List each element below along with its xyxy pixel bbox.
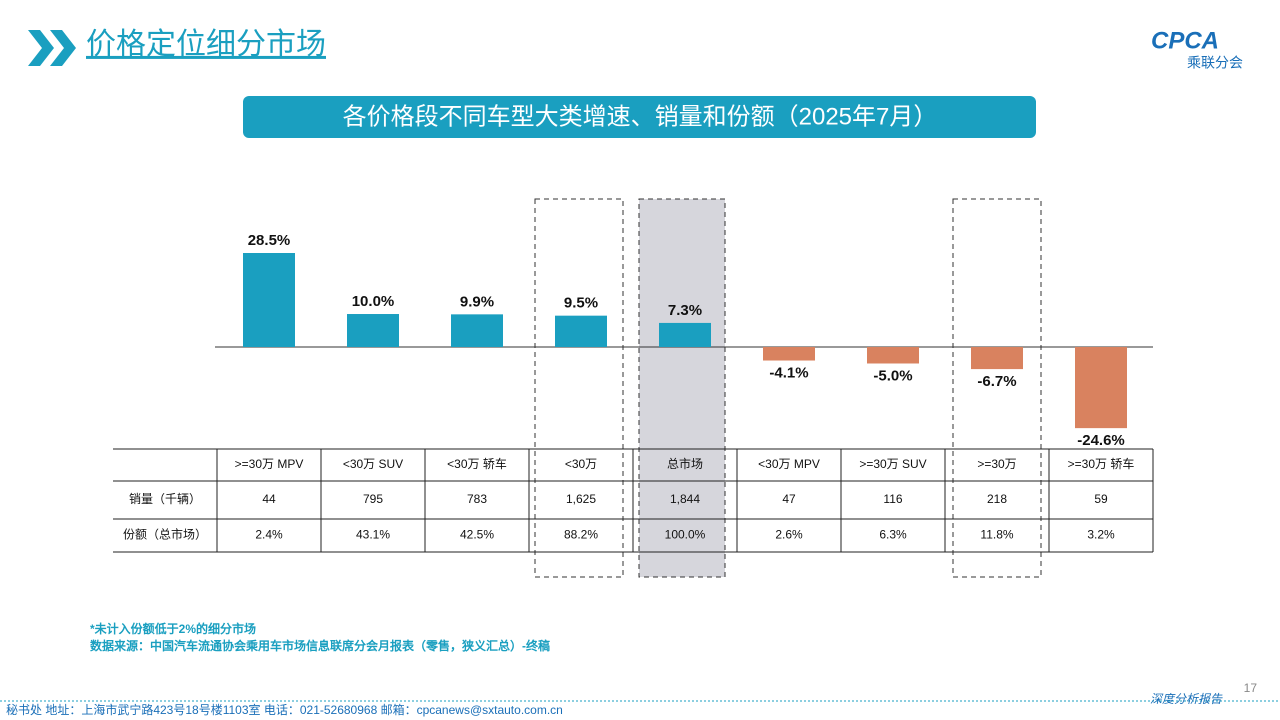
column-header: 总市场 — [667, 456, 703, 471]
highlight-box — [638, 198, 726, 578]
note: 数据来源：中国汽车流通协会乘用车市场信息联席分会月报表（零售，狭义汇总）-终稿 — [90, 638, 550, 653]
table-cell: 783 — [467, 492, 487, 506]
table-cell: 6.3% — [879, 528, 907, 542]
table-cell: 1,625 — [566, 492, 596, 506]
value-label: -24.6% — [1077, 432, 1125, 449]
table-cell: 47 — [782, 492, 796, 506]
column-header: <30万 轿车 — [447, 456, 507, 471]
value-label: 28.5% — [248, 232, 291, 249]
column-header: <30万 MPV — [758, 457, 820, 471]
value-label: 7.3% — [668, 302, 702, 319]
table-cell: 795 — [363, 492, 383, 506]
row-header: 销量（千辆） — [129, 492, 201, 506]
bar — [971, 347, 1023, 370]
table-cell: 42.5% — [460, 528, 494, 542]
table-cell: 43.1% — [356, 528, 390, 542]
note: *未计入份额低于2%的细分市场 — [90, 621, 256, 636]
column-header: <30万 — [565, 457, 597, 471]
column-header: >=30万 MPV — [235, 457, 304, 471]
bar — [867, 347, 919, 364]
bar — [243, 253, 295, 347]
value-label: 9.5% — [564, 295, 598, 312]
page-title: 价格定位细分市场 — [86, 28, 326, 61]
chart: 28.5% 10.0% 9.9% 9.5% 7.3% -4.1% -5.0% -6.7% -24… — [243, 232, 1127, 449]
table-cell: 100.0% — [665, 528, 706, 542]
row-header: 份额（总市场） — [123, 527, 207, 542]
table-cell: 2.4% — [255, 528, 283, 542]
value-label: 9.9% — [460, 293, 494, 310]
table-cell: 218 — [987, 492, 1007, 506]
bar — [763, 347, 815, 361]
table-cell: 59 — [1094, 492, 1108, 506]
column-header: >=30万 SUV — [859, 457, 926, 471]
logo: CPCA — [1151, 27, 1219, 54]
chart-title: 各价格段不同车型大类增速、销量和份额（2025年7月） — [343, 103, 938, 130]
table-cell: 88.2% — [564, 528, 598, 542]
value-label: 10.0% — [352, 293, 395, 310]
column-header: >=30万 — [977, 457, 1016, 471]
bar — [347, 314, 399, 347]
column-header: >=30万 轿车 — [1068, 456, 1135, 471]
page-number: 17 — [1244, 681, 1258, 695]
bar — [659, 322, 711, 347]
bar — [1075, 347, 1127, 429]
highlight-box — [534, 198, 624, 578]
logo-sub: 乘联分会 — [1187, 55, 1243, 71]
chevron — [50, 30, 76, 66]
value-label: -4.1% — [769, 364, 808, 381]
bar — [451, 314, 503, 347]
footer-report: 深度分析报告 — [1150, 692, 1223, 706]
highlight-box — [952, 198, 1042, 578]
value-label: -6.7% — [977, 373, 1016, 390]
footer-address: 秘书处 地址：上海市武宁路423号18号楼1103室 电话：021-526809… — [6, 702, 563, 717]
table-cell: 3.2% — [1087, 528, 1115, 542]
table-cell: 11.8% — [980, 528, 1013, 542]
banner — [243, 96, 1036, 138]
table-cell: 2.6% — [775, 528, 803, 542]
table: >=30万 MPV <30万 SUV <30万 轿车 <30万 总市场 <30万 MPV >… — [113, 448, 1154, 553]
table-cell: 1,844 — [670, 492, 700, 506]
table-cell: 116 — [883, 492, 902, 506]
table-cell: 44 — [262, 492, 276, 506]
chevron — [28, 30, 54, 66]
column-header: <30万 SUV — [343, 457, 403, 471]
bar — [555, 315, 607, 347]
value-label: -5.0% — [873, 367, 912, 384]
